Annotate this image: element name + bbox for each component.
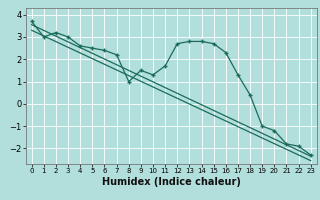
X-axis label: Humidex (Indice chaleur): Humidex (Indice chaleur) — [102, 177, 241, 187]
